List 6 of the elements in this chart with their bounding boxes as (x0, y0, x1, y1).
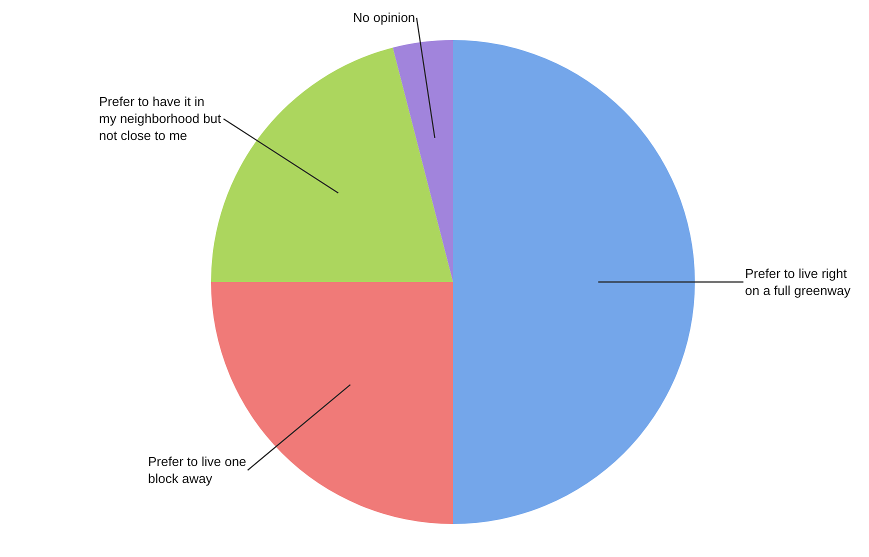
slice-label: Prefer to have it in my neighborhood but not close to me (99, 94, 222, 143)
slice-label: No opinion (353, 10, 416, 25)
slice-label: Prefer to live right on a full greenway (745, 266, 852, 298)
pie-slice (392, 40, 453, 282)
pie-slice (453, 40, 695, 524)
slice-label: Prefer to live one block away (148, 454, 246, 486)
